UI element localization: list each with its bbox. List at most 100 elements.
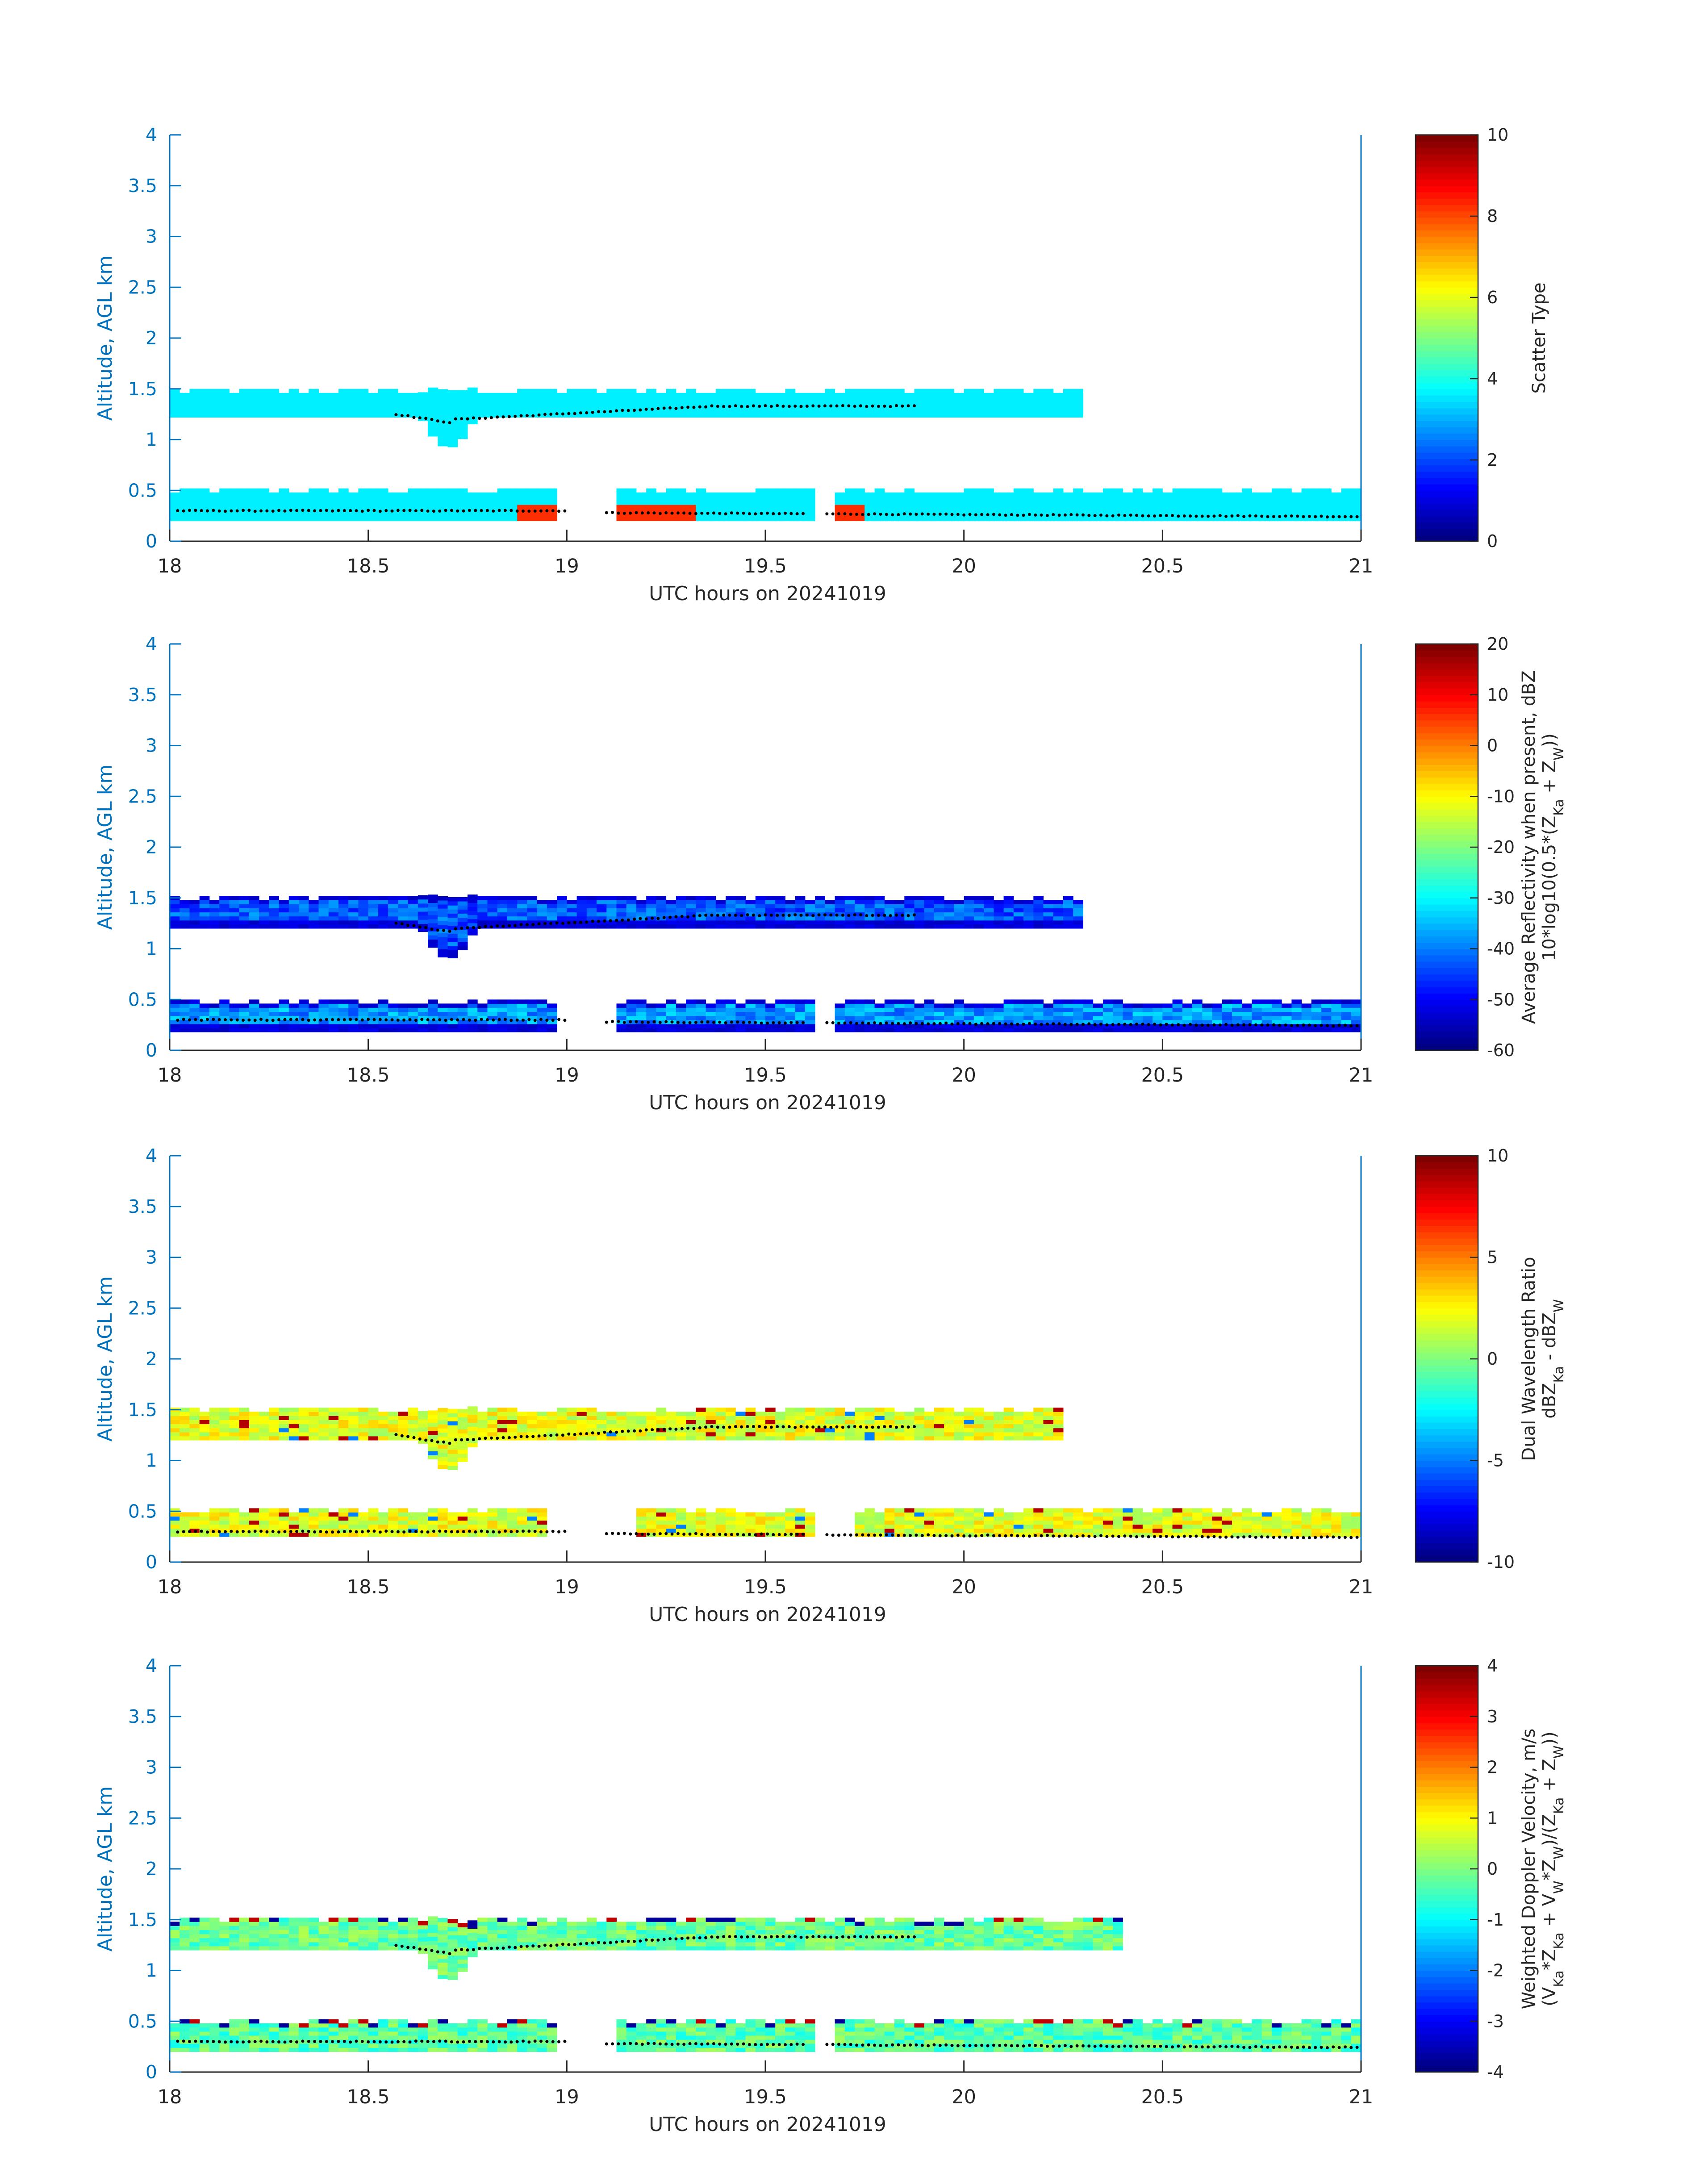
cell bbox=[1063, 1024, 1073, 1028]
cell bbox=[309, 1412, 319, 1416]
cell bbox=[795, 916, 806, 921]
cell bbox=[1083, 1020, 1094, 1024]
cell bbox=[259, 488, 269, 493]
cell bbox=[477, 896, 488, 900]
cell bbox=[557, 1428, 567, 1433]
cloud-base-dot bbox=[1010, 1022, 1013, 1026]
cell bbox=[656, 1516, 667, 1521]
cell bbox=[338, 904, 349, 908]
cloud-base-dot bbox=[865, 914, 869, 917]
cell bbox=[954, 1412, 965, 1416]
colorbar-step bbox=[1416, 408, 1478, 415]
cell bbox=[765, 1432, 776, 1437]
cell bbox=[666, 1528, 677, 1533]
cell bbox=[348, 1416, 359, 1420]
cell bbox=[1102, 505, 1113, 509]
cell bbox=[328, 1520, 339, 1525]
cell bbox=[626, 1424, 637, 1429]
cloud-base-dot bbox=[664, 511, 668, 514]
colorbar-step bbox=[1416, 484, 1478, 491]
cell bbox=[864, 1020, 875, 1024]
cloud-base-dot bbox=[1159, 514, 1162, 517]
cell bbox=[1311, 513, 1322, 517]
cloud-base-dot bbox=[853, 405, 856, 408]
cell bbox=[348, 1428, 359, 1433]
cell bbox=[1182, 1024, 1193, 1028]
cell bbox=[418, 919, 428, 924]
cell bbox=[904, 924, 915, 929]
y-tick-label: 2.5 bbox=[128, 276, 157, 298]
cell bbox=[686, 1015, 696, 1020]
cell bbox=[497, 1003, 508, 1008]
cloud-base-dot bbox=[1177, 1023, 1180, 1027]
cloud-base-dot bbox=[1236, 514, 1240, 518]
cell bbox=[1053, 999, 1064, 1004]
colorbar-step bbox=[1416, 141, 1478, 148]
cell bbox=[249, 1512, 259, 1517]
cell bbox=[497, 1524, 508, 1529]
cell bbox=[1023, 908, 1034, 913]
cell bbox=[259, 413, 269, 418]
cell bbox=[269, 908, 279, 913]
cell bbox=[1242, 488, 1252, 493]
cell bbox=[884, 1416, 895, 1420]
cell bbox=[656, 1011, 667, 1016]
cell bbox=[1113, 505, 1123, 509]
cloud-base-dot bbox=[873, 512, 877, 516]
cell bbox=[706, 1520, 716, 1525]
cell bbox=[219, 908, 230, 913]
cloud-base-dot bbox=[867, 1022, 870, 1025]
cell bbox=[318, 904, 329, 908]
cell bbox=[398, 896, 409, 900]
cell bbox=[309, 405, 319, 409]
colorbar-step bbox=[1416, 758, 1478, 765]
cell bbox=[805, 924, 815, 929]
cell bbox=[249, 513, 259, 517]
cell bbox=[1023, 1015, 1034, 1020]
colorbar-step bbox=[1416, 752, 1478, 759]
cell bbox=[706, 509, 716, 513]
cell bbox=[785, 920, 796, 925]
cell bbox=[1153, 1015, 1163, 1020]
cell bbox=[715, 1512, 726, 1517]
cell bbox=[894, 501, 905, 505]
cell bbox=[408, 1020, 418, 1024]
cell bbox=[855, 896, 865, 900]
cell bbox=[576, 397, 587, 401]
cell bbox=[726, 896, 736, 900]
cell bbox=[944, 900, 954, 904]
cell bbox=[864, 1528, 875, 1533]
cloud-base-dot bbox=[277, 1018, 281, 1021]
cell bbox=[279, 900, 289, 904]
cell bbox=[656, 496, 667, 501]
cell bbox=[765, 409, 776, 414]
cell bbox=[646, 505, 656, 509]
cell bbox=[626, 1015, 637, 1020]
cell bbox=[438, 936, 448, 941]
cell bbox=[934, 900, 944, 904]
cell bbox=[944, 908, 954, 913]
cell bbox=[874, 896, 885, 900]
cell bbox=[726, 924, 736, 929]
cell bbox=[239, 1520, 250, 1525]
cloud-base-dot bbox=[787, 914, 791, 917]
cell bbox=[835, 1003, 845, 1008]
cell bbox=[418, 1512, 428, 1517]
colorbar-tick-label: 6 bbox=[1487, 288, 1498, 307]
cell bbox=[309, 513, 319, 517]
cell bbox=[318, 1424, 329, 1429]
cell bbox=[1162, 1011, 1173, 1016]
cell bbox=[914, 401, 925, 405]
cell bbox=[855, 1408, 865, 1412]
cell bbox=[368, 1533, 379, 1537]
cell bbox=[299, 1533, 309, 1537]
cell bbox=[706, 405, 716, 409]
cloud-base-dot bbox=[889, 914, 892, 917]
cloud-base-dot bbox=[692, 914, 696, 918]
cloud-base-dot bbox=[1117, 513, 1121, 517]
cell bbox=[507, 409, 518, 414]
cell bbox=[715, 1420, 726, 1425]
colorbar-step bbox=[1416, 974, 1478, 981]
cell bbox=[477, 1516, 488, 1521]
cell bbox=[855, 496, 865, 501]
